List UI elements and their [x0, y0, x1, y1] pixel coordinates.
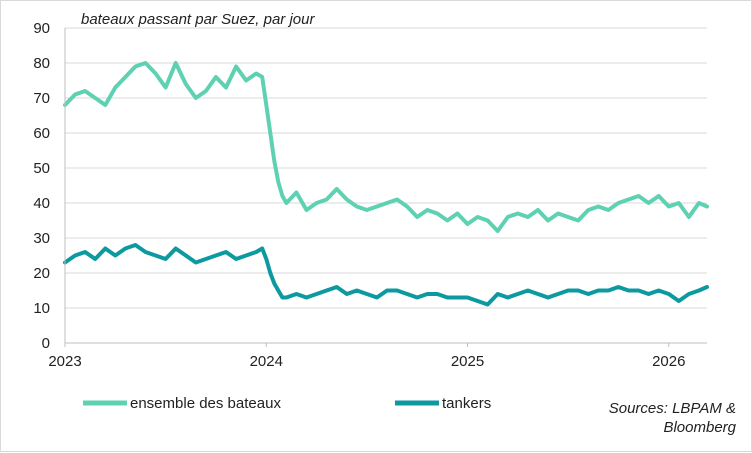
- legend-label-ensemble: ensemble des bateaux: [130, 395, 281, 412]
- y-tick-label: 30: [33, 230, 50, 247]
- y-tick-label: 60: [33, 125, 50, 142]
- gridlines: [65, 27, 707, 309]
- y-tick-label: 20: [33, 265, 50, 282]
- x-tick-label: 2025: [451, 353, 484, 370]
- y-tick-label: 10: [33, 300, 50, 317]
- y-tick-label: 70: [33, 90, 50, 107]
- x-tick-label: 2024: [250, 353, 283, 370]
- y-tick-label: 0: [42, 335, 50, 352]
- source-line-1: Sources: LBPAM &: [609, 400, 736, 417]
- y-tick-labels: 0 10 20 30 40 50 60 70 80 90: [33, 20, 50, 352]
- legend: ensemble des bateaux tankers: [83, 395, 491, 412]
- y-tick-label: 40: [33, 195, 50, 212]
- series-ensemble-des-bateaux-line: [63, 61, 709, 233]
- source-note: Sources: LBPAM & Bloomberg: [609, 400, 737, 436]
- chart-title: bateaux passant par Suez, par jour: [81, 11, 315, 28]
- y-tick-label: 80: [33, 55, 50, 72]
- legend-label-tankers: tankers: [442, 395, 491, 412]
- y-tick-label: 50: [33, 160, 50, 177]
- series-tankers-line: [63, 243, 709, 307]
- x-tick-labels: 2023 2024 2025 2026: [48, 343, 685, 370]
- x-tick-label: 2023: [48, 353, 81, 370]
- x-tick-label: 2026: [652, 353, 685, 370]
- y-tick-label: 90: [33, 20, 50, 37]
- series-lines: [63, 61, 709, 307]
- source-line-2: Bloomberg: [663, 419, 736, 436]
